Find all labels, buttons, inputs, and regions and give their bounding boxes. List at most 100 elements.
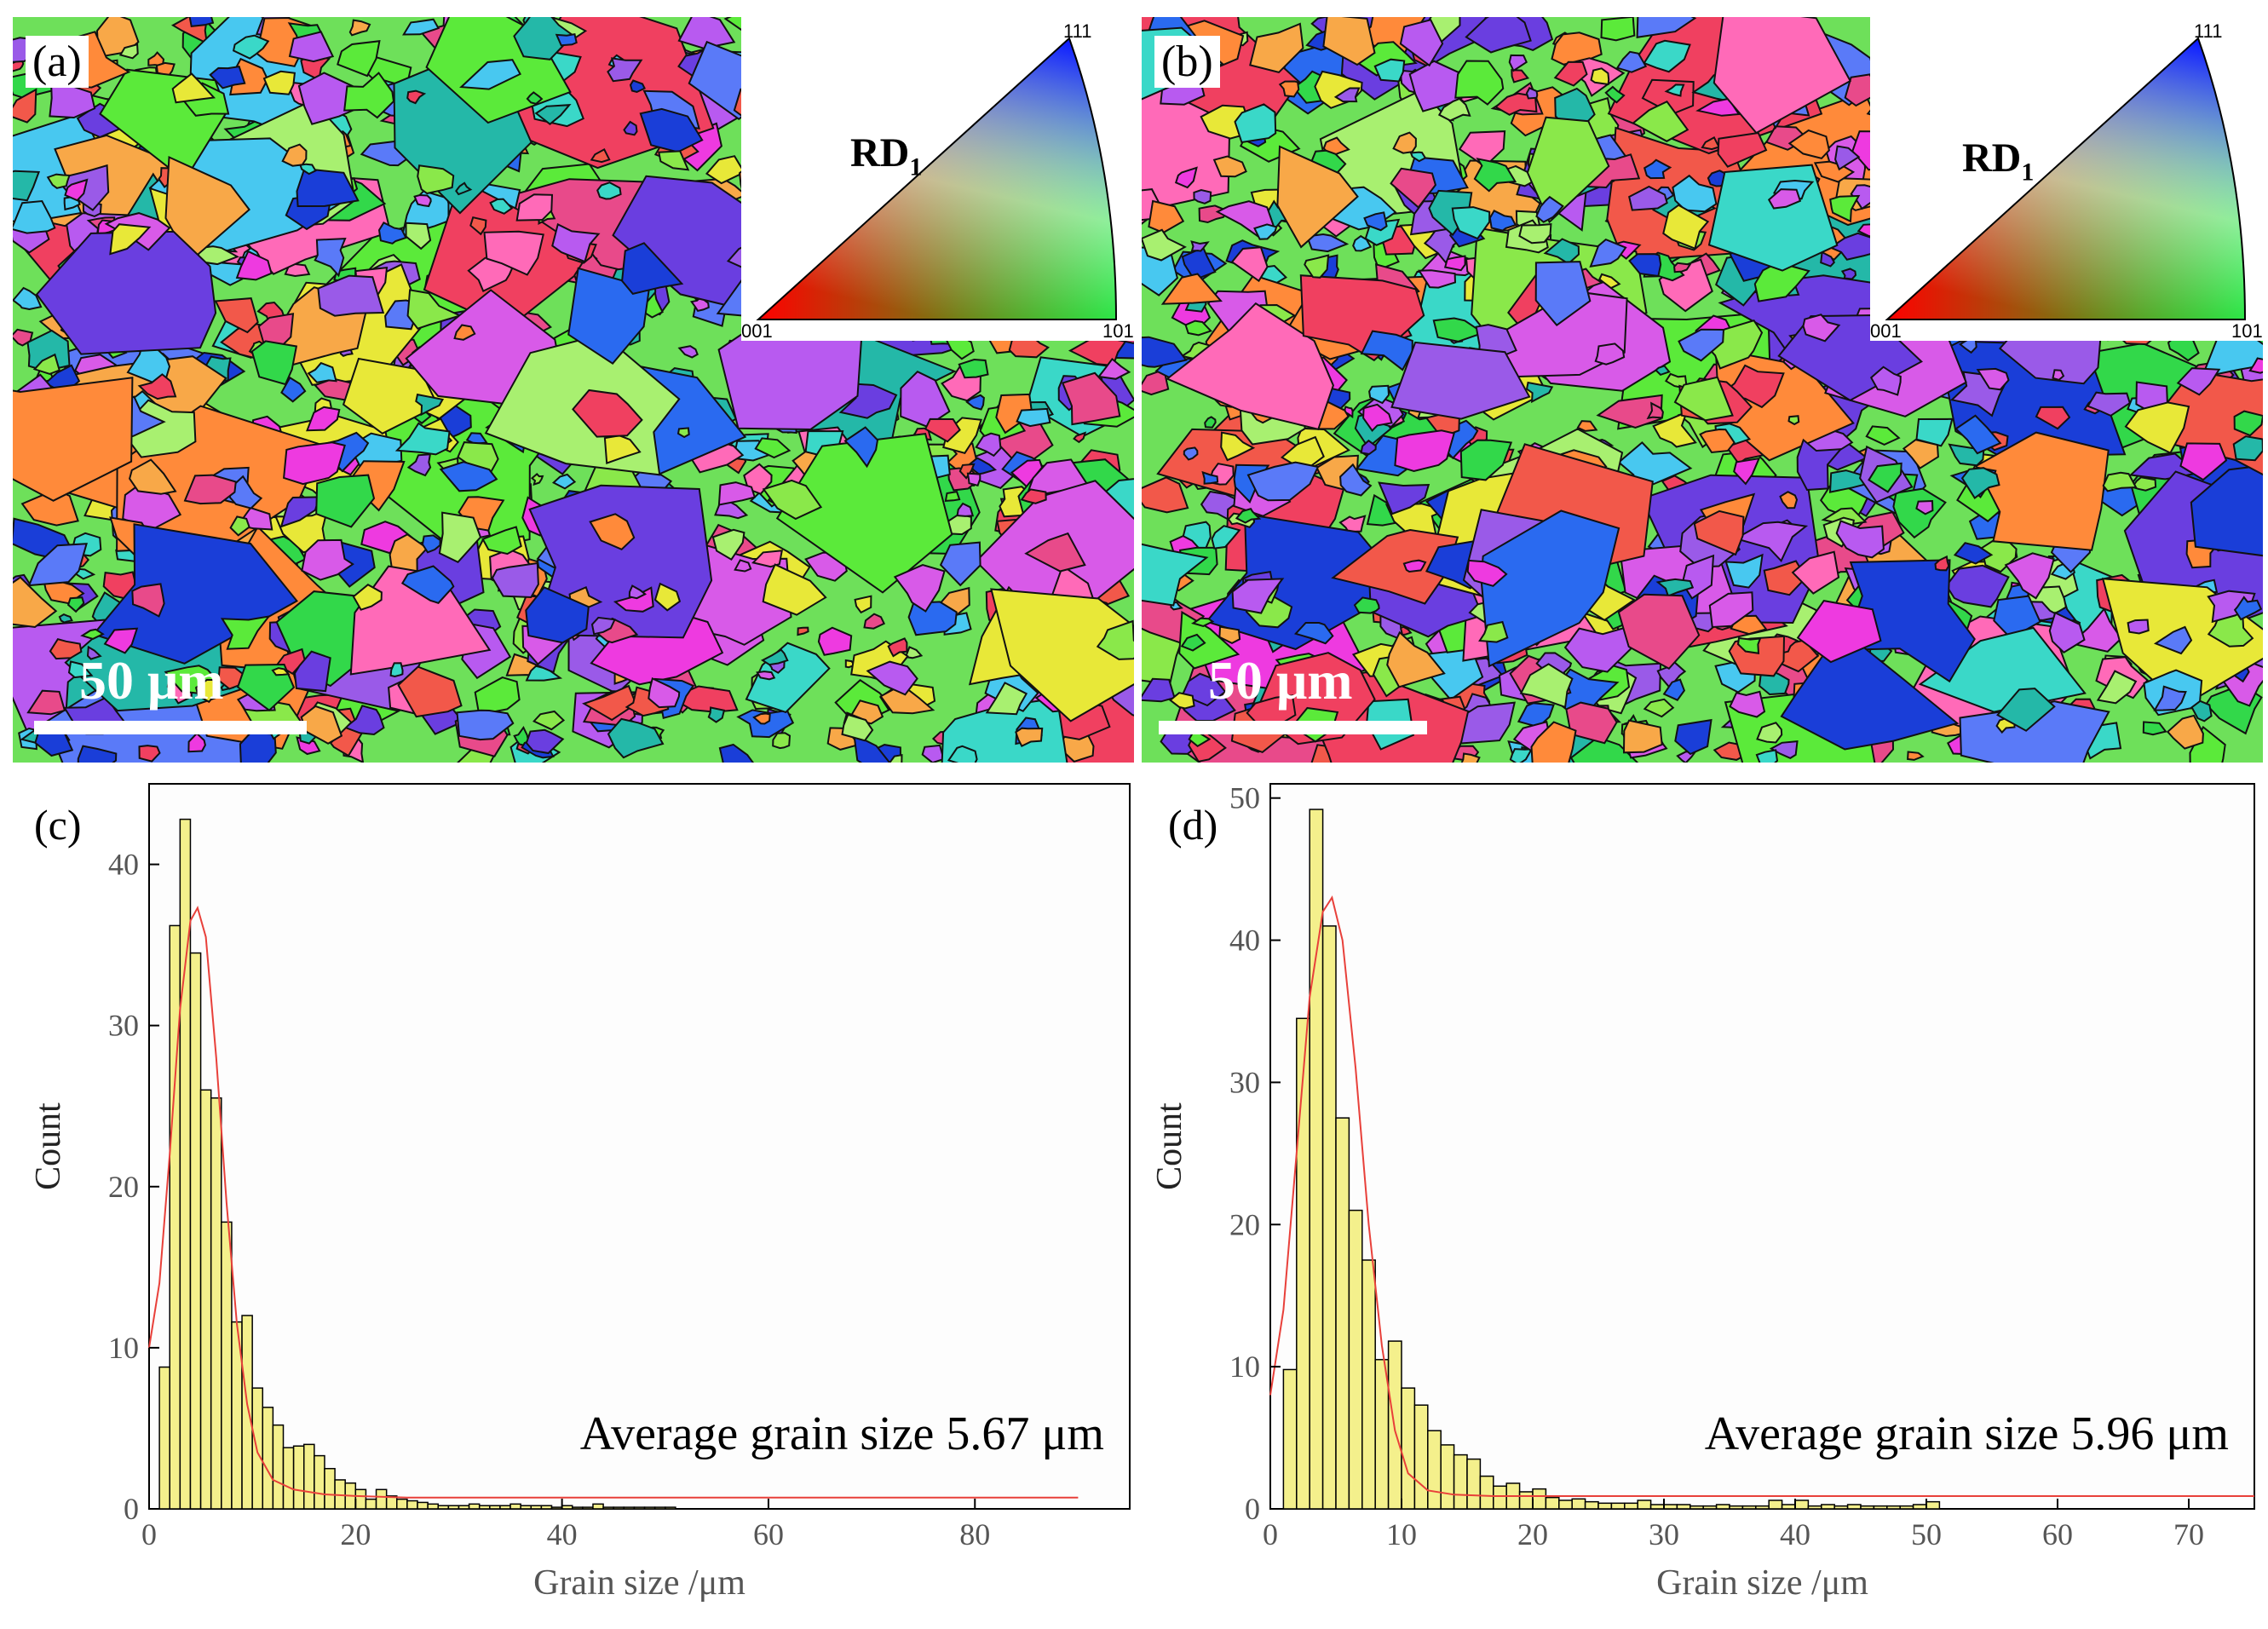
grain: [1569, 736, 1639, 763]
grain: [1249, 22, 1304, 74]
grain: [817, 626, 853, 656]
grain: [1662, 678, 1686, 701]
grain: [1454, 60, 1505, 106]
ipf-corner-111-a: 111: [1063, 20, 1092, 42]
grain: [551, 222, 601, 263]
ipf-triangle-b: [1885, 37, 2247, 320]
grain: [293, 650, 331, 693]
grain: [1465, 17, 1532, 54]
histogram-bar: [417, 1501, 429, 1510]
histogram-bar: [489, 1505, 501, 1510]
grain: [2102, 471, 2138, 492]
histogram-bar: [1427, 1430, 1442, 1510]
histogram-bar: [1768, 1499, 1783, 1510]
grain: [232, 34, 270, 60]
x-tick-label: 20: [340, 1517, 371, 1551]
histogram-bar: [447, 1505, 460, 1510]
grain: [1432, 317, 1485, 342]
grain: [1615, 50, 1648, 73]
grain: [1519, 663, 1574, 709]
grain: [2127, 619, 2150, 635]
histogram-bar: [427, 1503, 439, 1510]
grain: [413, 193, 432, 208]
grain: [1360, 439, 1377, 456]
grain: [377, 221, 407, 245]
grain: [1437, 97, 1471, 122]
grain: [1673, 262, 1692, 273]
grain: [481, 526, 522, 555]
grain: [1834, 145, 1861, 171]
histogram-bar: [1912, 1504, 1927, 1510]
histogram-chart-c: 0 20 40 60 80 0 10 20 30 40 Grain size /μm Count Ave…: [29, 783, 1131, 1603]
histogram-bar: [1532, 1488, 1547, 1510]
histogram-bar: [199, 1089, 212, 1510]
histogram-bar: [1715, 1504, 1730, 1510]
grain: [250, 340, 298, 386]
histogram-bar: [520, 1505, 532, 1510]
histogram-bar: [561, 1505, 573, 1510]
grain: [623, 120, 638, 136]
grain: [628, 584, 648, 600]
grain: [129, 458, 177, 495]
grain: [1373, 58, 1406, 83]
histogram-bar: [324, 1467, 336, 1510]
histogram-bar: [509, 1503, 521, 1510]
x-tick-label: 60: [2042, 1517, 2073, 1551]
grain: [590, 616, 616, 636]
grain: [1234, 103, 1277, 144]
y-axis-label: Count: [1150, 1102, 1189, 1190]
grain: [582, 684, 637, 722]
grain: [1451, 206, 1491, 240]
grain: [1753, 261, 1810, 302]
grain: [1655, 365, 1671, 377]
grain: [879, 683, 935, 715]
histogram-bar: [1479, 1475, 1494, 1510]
grain: [596, 181, 622, 200]
grain: [1142, 543, 1209, 607]
panel-label: (c): [34, 801, 82, 849]
grain: [1518, 223, 1552, 245]
average-annotation: Average grain size 5.96 μm: [1705, 1407, 2229, 1460]
grain: [271, 667, 291, 676]
ebsd-map-b: (b) RD1 111 001 101 50 μm: [1142, 17, 2263, 763]
ebsd-map-a: (a) RD1 111 001 101 50 μm: [13, 17, 1134, 763]
histogram-bar: [354, 1488, 367, 1510]
histogram-bar: [1309, 809, 1324, 1510]
grain: [1755, 749, 1779, 763]
grain: [762, 479, 823, 521]
grain: [315, 474, 376, 528]
grain: [118, 43, 139, 60]
grain: [653, 582, 682, 612]
grain: [13, 576, 58, 629]
grain: [1390, 341, 1531, 420]
grain: [1996, 688, 2056, 732]
grain: [1230, 246, 1269, 283]
grain: [453, 324, 476, 341]
grain: [417, 164, 455, 195]
histogram-bar: [540, 1505, 553, 1510]
grain: [1525, 381, 1554, 404]
histogram-bar: [1741, 1505, 1757, 1510]
grain: [1428, 189, 1473, 237]
grain: [1954, 414, 2002, 455]
grain: [714, 499, 749, 520]
histogram-bar: [1729, 1505, 1744, 1510]
y-tick-label: 20: [108, 1170, 139, 1204]
grain: [1183, 446, 1199, 461]
grain: [13, 328, 34, 347]
y-tick-label: 40: [108, 848, 139, 882]
histogram-bar: [292, 1445, 305, 1510]
grain: [1142, 336, 1188, 368]
grain: [1278, 80, 1300, 98]
ipf-outline: [1885, 37, 2247, 320]
grain: [866, 660, 918, 696]
grain: [590, 148, 611, 164]
grain: [1168, 692, 1195, 710]
grain: [13, 377, 134, 502]
grain: [20, 488, 79, 527]
grain: [1796, 600, 1882, 664]
histogram-bar: [1558, 1499, 1573, 1510]
grain: [1643, 39, 1691, 73]
x-tick-label: 30: [1649, 1517, 1679, 1551]
x-tick-label: 10: [1386, 1517, 1417, 1551]
